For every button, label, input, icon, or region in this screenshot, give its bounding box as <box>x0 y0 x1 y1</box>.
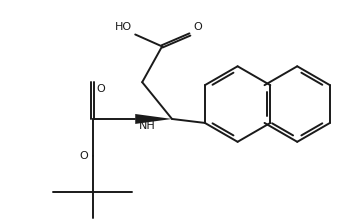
Polygon shape <box>135 114 172 124</box>
Text: NH: NH <box>139 121 156 131</box>
Text: O: O <box>194 22 203 32</box>
Text: O: O <box>80 151 89 161</box>
Text: HO: HO <box>115 22 132 32</box>
Text: O: O <box>97 84 105 94</box>
